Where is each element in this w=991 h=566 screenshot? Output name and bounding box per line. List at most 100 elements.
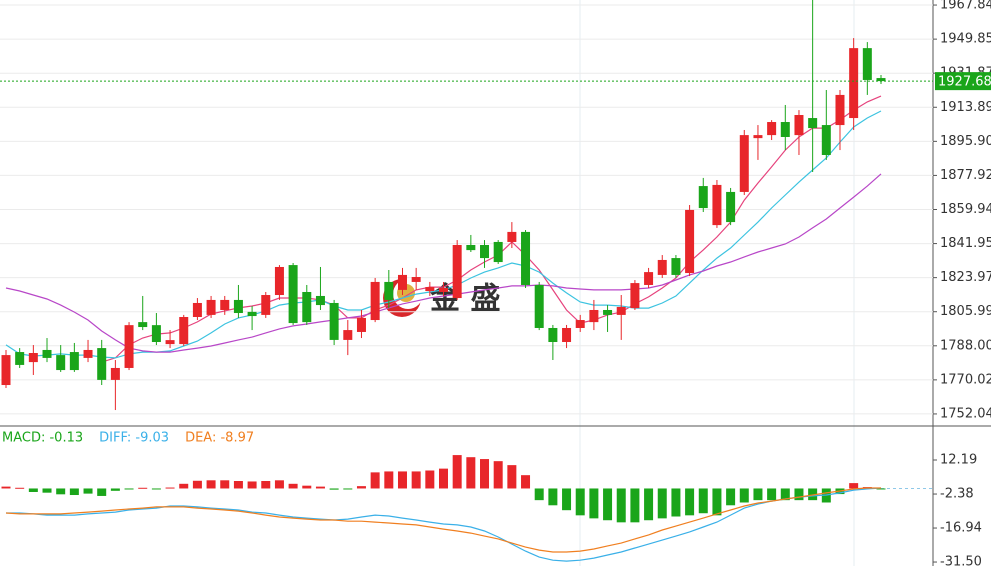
- candle-body: [206, 299, 216, 315]
- macd-bar: [507, 465, 517, 489]
- candle-body: [370, 281, 380, 321]
- candle-body: [753, 135, 763, 139]
- candle-body: [589, 309, 599, 323]
- macd-bar: [28, 488, 38, 492]
- candle-body: [165, 340, 175, 345]
- macd-bar: [876, 488, 886, 490]
- macd-bar: [480, 459, 490, 489]
- candle-body: [124, 325, 134, 368]
- candle-body: [220, 299, 230, 310]
- y-tick-label: 1949.85: [940, 32, 991, 47]
- macd-bar: [206, 480, 216, 489]
- candle-body: [411, 277, 421, 282]
- macd-bar: [42, 488, 52, 493]
- y-tick-label: 1770.02: [940, 372, 991, 387]
- ma-line: [101, 95, 882, 363]
- macd-bar: [726, 488, 736, 506]
- macd-bar: [425, 470, 435, 489]
- macd-bar: [97, 488, 107, 496]
- macd-bar: [466, 457, 476, 489]
- macd-bar: [56, 488, 66, 495]
- candle-body: [288, 265, 298, 324]
- candle-body: [452, 244, 462, 299]
- y-tick-label: 1805.99: [940, 304, 991, 319]
- candle-body: [97, 348, 107, 380]
- macd-bar: [739, 488, 749, 503]
- candle-body: [56, 355, 66, 371]
- candle-body: [739, 135, 749, 192]
- macd-bar: [534, 488, 544, 501]
- macd-bar: [808, 488, 818, 501]
- candle-body: [835, 94, 845, 126]
- macd-bar: [343, 488, 353, 490]
- macd-bar: [411, 471, 421, 489]
- candle-body: [397, 274, 407, 290]
- candle-body: [671, 258, 681, 275]
- y-tick-label: -2.38: [940, 487, 974, 502]
- candle-body: [384, 281, 394, 300]
- macd-bar: [233, 481, 243, 489]
- macd-bar: [616, 488, 626, 523]
- macd-bar: [165, 487, 175, 489]
- candle-body: [726, 191, 736, 223]
- candle-body: [439, 288, 448, 292]
- candle-body: [521, 231, 531, 285]
- macd-bar: [644, 488, 654, 521]
- candle-body: [1, 355, 11, 386]
- macd-bar: [767, 488, 777, 501]
- candle-body: [343, 330, 353, 340]
- y-tick-label: 1752.04: [940, 406, 991, 421]
- macd-bar: [521, 475, 531, 489]
- candle-body: [562, 327, 572, 343]
- macd-bar: [15, 487, 25, 489]
- candle-body: [780, 122, 790, 137]
- y-tick-label: 1859.94: [940, 202, 991, 217]
- macd-bar: [589, 488, 599, 519]
- candle-body: [42, 349, 52, 358]
- macd-bar: [192, 480, 202, 489]
- y-tick-label: 1841.95: [940, 236, 991, 251]
- candle-body: [315, 295, 325, 306]
- candle-body: [83, 349, 93, 358]
- macd-bar: [753, 488, 763, 501]
- y-tick-label: 1788.00: [940, 338, 991, 353]
- macd-bar: [548, 488, 558, 506]
- macd-bar: [630, 488, 640, 523]
- macd-bar: [247, 481, 257, 489]
- macd-bar: [849, 483, 859, 489]
- macd-bar: [220, 480, 230, 489]
- macd-bar: [685, 488, 695, 516]
- macd-bar: [712, 488, 722, 516]
- candle-body: [261, 295, 271, 315]
- macd-bar: [1, 486, 11, 489]
- candle-body: [794, 115, 804, 136]
- macd-bar: [356, 486, 366, 489]
- candle-body: [493, 241, 503, 263]
- y-tick-label: -31.50: [940, 555, 982, 566]
- macd-bar: [151, 488, 161, 490]
- macd-bar: [329, 488, 339, 490]
- macd-bar: [794, 488, 804, 501]
- candle-body: [767, 122, 777, 136]
- candle-body: [657, 259, 667, 275]
- macd-bar: [274, 480, 284, 489]
- candle-body: [644, 272, 654, 285]
- candle-body: [821, 125, 831, 155]
- candle-body: [28, 352, 38, 363]
- candle-body: [151, 325, 161, 343]
- macd-bar: [698, 488, 708, 514]
- y-tick-label: 12.19: [940, 453, 977, 468]
- candle-body: [179, 316, 189, 345]
- candle-body: [808, 118, 818, 129]
- macd-bar: [370, 472, 380, 489]
- candle-body: [712, 184, 722, 226]
- candle-body: [685, 209, 695, 274]
- macd-bar: [493, 461, 503, 489]
- macd-bar: [110, 488, 120, 491]
- macd-bar: [603, 488, 613, 521]
- y-tick-label: -16.94: [940, 521, 982, 536]
- macd-bar: [302, 485, 312, 489]
- legend-entry: DEA: -8.97: [185, 431, 254, 446]
